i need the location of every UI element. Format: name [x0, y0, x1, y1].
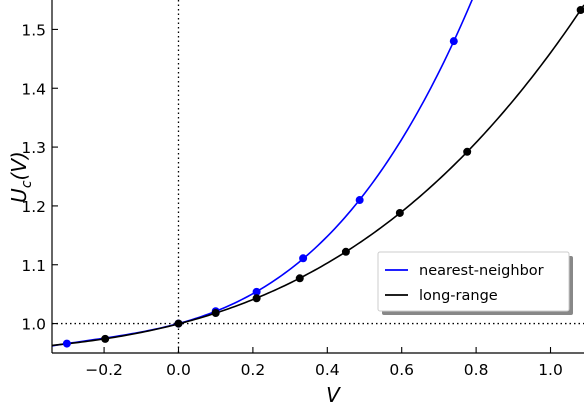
y-ticks: 1.0 1.1 1.2 1.3 1.4 1.5 [21, 21, 58, 334]
x-tick-label: 0.6 [389, 361, 414, 379]
reference-lines [52, 0, 584, 353]
y-tick-label: 1.1 [21, 257, 46, 275]
y-tick-label: 1.2 [21, 198, 46, 216]
legend-box [377, 251, 570, 312]
data-point-long-range-6 [395, 208, 404, 217]
marker-layer [62, 6, 584, 348]
data-point-nearest-neighbor-3 [252, 287, 261, 296]
legend-label-long-range: long-range [419, 288, 498, 304]
data-point-long-range-0 [101, 334, 110, 343]
data-point-nearest-neighbor-0 [62, 339, 71, 348]
y-tick-label: 1.0 [21, 316, 46, 334]
x-tick-label: 1.0 [538, 361, 563, 379]
x-tick-label: 0.4 [315, 361, 340, 379]
x-tick-label: −0.2 [85, 361, 123, 379]
data-point-nearest-neighbor-5 [355, 196, 364, 205]
data-point-long-range-1 [174, 319, 183, 328]
data-point-long-range-2 [211, 308, 220, 317]
y-tick-label: 1.3 [21, 139, 46, 157]
x-tick-label: 0.8 [464, 361, 489, 379]
y-tick-label: 1.5 [21, 21, 46, 39]
x-axis-title: V [326, 383, 341, 407]
x-ticks: −0.2 0.0 0.2 0.4 0.6 0.8 1.0 [85, 347, 563, 379]
series-layer [52, 0, 584, 347]
y-axis-title: Uc(V) [7, 151, 35, 203]
data-point-long-range-7 [463, 147, 472, 156]
data-point-long-range-3 [252, 294, 261, 303]
y-axis-title-arg: (V) [7, 151, 31, 180]
series-line-long-range [52, 4, 584, 347]
legend-label-nearest-neighbor: nearest-neighbor [419, 263, 544, 279]
axes-frame [51, 0, 584, 354]
data-point-long-range-8 [576, 6, 584, 15]
data-point-long-range-5 [341, 247, 350, 256]
data-point-long-range-4 [295, 274, 304, 283]
data-point-nearest-neighbor-4 [299, 254, 308, 263]
y-axis-title-sub: c [19, 180, 35, 188]
y-tick-label: 1.4 [21, 80, 46, 98]
x-tick-label: 0.2 [241, 361, 266, 379]
x-tick-label: 0.0 [166, 361, 191, 379]
data-point-nearest-neighbor-6 [449, 37, 458, 46]
y-axis-title-main: U [7, 188, 31, 203]
legend: nearest-neighbor long-range [377, 251, 573, 315]
